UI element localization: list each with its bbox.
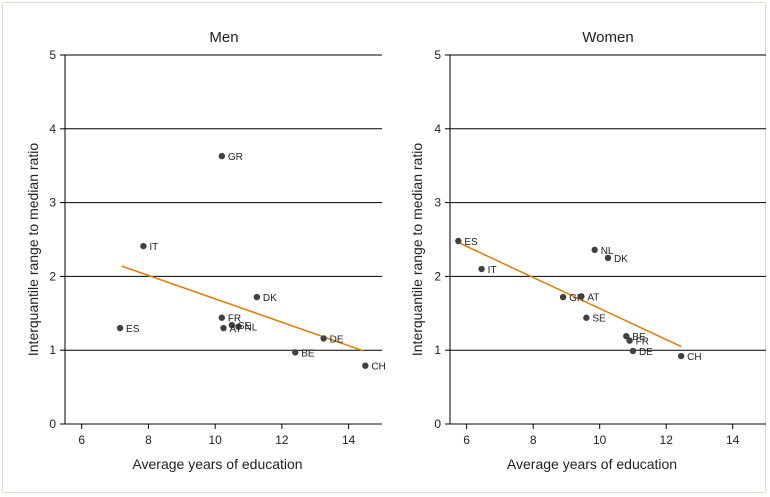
chart-1-point-label-nl: NL xyxy=(245,323,258,334)
chart-1-y-tick-label-1: 1 xyxy=(49,343,56,357)
chart-2-point-label-es: ES xyxy=(464,237,478,248)
chart-2-point-label-se: SE xyxy=(592,314,606,325)
chart-1-y-tick-label-0: 0 xyxy=(49,417,56,431)
chart-2-point-label-ch: CH xyxy=(687,352,701,363)
chart-2-title: Women xyxy=(582,29,633,46)
chart-1-title: Men xyxy=(209,29,238,46)
chart-1-y-tick-label-3: 3 xyxy=(49,196,56,210)
chart-1-point-se xyxy=(228,321,236,329)
chart-1-y-tick-label-5: 5 xyxy=(49,48,56,62)
chart-1-point-fr xyxy=(218,314,226,321)
chart-2-point-dk xyxy=(604,254,612,262)
chart-2-point-at xyxy=(578,293,585,300)
chart-1-point-label-gr: GR xyxy=(228,152,243,163)
chart-2-trendline xyxy=(456,241,682,348)
chart-2-y-tick-label-3: 3 xyxy=(434,196,441,210)
chart-1-point-label-be: BE xyxy=(301,348,315,359)
chart-2-x-axis-label: Average years of education xyxy=(507,456,677,472)
chart-1-y-tick-label-2: 2 xyxy=(49,269,56,283)
chart-1-point-label-at: AT xyxy=(230,324,242,335)
chart-2-point-it xyxy=(478,265,485,273)
chart-2-point-label-de: DE xyxy=(639,347,653,358)
chart-2-x-tick-label-12: 12 xyxy=(660,433,674,447)
chart-1-x-tick-label-14: 14 xyxy=(342,433,356,447)
chart-1-point-gr xyxy=(218,152,226,160)
chart-1-x-tick-label-6: 6 xyxy=(78,433,85,447)
chart-1-point-label-ch: CH xyxy=(371,362,385,373)
chart-2-point-fr xyxy=(626,337,633,344)
chart-1-point-de xyxy=(320,335,327,342)
chart-2-point-es xyxy=(455,237,462,245)
chart-2-y-tick-label-4: 4 xyxy=(434,122,441,136)
chart-1-point-at xyxy=(220,324,227,332)
chart-1-point-label-se: SE xyxy=(238,321,252,332)
chart-2-point-se xyxy=(583,314,590,321)
chart-1-point-label-dk: DK xyxy=(263,293,277,304)
chart-2-point-label-it: IT xyxy=(488,265,497,276)
chart-1-point-it xyxy=(140,242,147,250)
chart-1-x-tick-label-10: 10 xyxy=(208,433,222,447)
chart-1-point-label-fr: FR xyxy=(228,314,241,325)
chart-2-point-label-nl: NL xyxy=(601,246,614,257)
chart-1-point-label-it: IT xyxy=(149,242,158,253)
chart-1-point-label-de: DE xyxy=(330,334,344,345)
chart-1-y-tick-label-4: 4 xyxy=(49,122,56,136)
chart-2-y-axis-label: Interquantile range to median ratio xyxy=(409,143,425,356)
chart-2-point-gr xyxy=(559,293,567,301)
chart-2-x-tick-label-8: 8 xyxy=(530,433,537,447)
chart-2-point-label-fr: FR xyxy=(636,337,649,348)
chart-1-y-axis-label: Interquantile range to median ratio xyxy=(25,143,41,356)
chart-1-point-dk xyxy=(253,293,261,301)
chart-2-y-tick-label-5: 5 xyxy=(434,48,441,62)
chart-1-x-axis-label: Average years of education xyxy=(132,456,302,472)
chart-2-point-label-be: BE xyxy=(632,332,646,343)
chart-1-point-es xyxy=(116,324,124,332)
chart-2-y-tick-label-2: 2 xyxy=(434,269,441,283)
chart-2-point-label-at: AT xyxy=(587,292,599,303)
chart-1-trendline xyxy=(121,265,364,352)
chart-1-x-tick-label-8: 8 xyxy=(145,433,152,447)
chart-2-point-label-dk: DK xyxy=(614,254,628,265)
chart-2-x-tick-label-10: 10 xyxy=(593,433,607,447)
chart-1-point-nl xyxy=(235,323,242,330)
chart-2-x-tick-label-14: 14 xyxy=(726,433,740,447)
chart-1-point-ch xyxy=(362,362,369,369)
chart-1-x-tick-label-12: 12 xyxy=(275,433,289,447)
chart-2-point-nl xyxy=(591,246,598,254)
chart-2-point-be xyxy=(623,332,630,340)
chart-2-y-tick-label-1: 1 xyxy=(434,343,441,357)
chart-2-point-ch xyxy=(677,352,685,360)
chart-2-y-tick-label-0: 0 xyxy=(434,417,441,431)
chart-2-x-tick-label-6: 6 xyxy=(463,433,470,447)
chart-2-point-label-gr: GR xyxy=(569,293,584,304)
chart-1-point-be xyxy=(292,349,299,356)
chart-2-point-de xyxy=(629,347,637,355)
chart-1-point-label-es: ES xyxy=(126,324,140,335)
